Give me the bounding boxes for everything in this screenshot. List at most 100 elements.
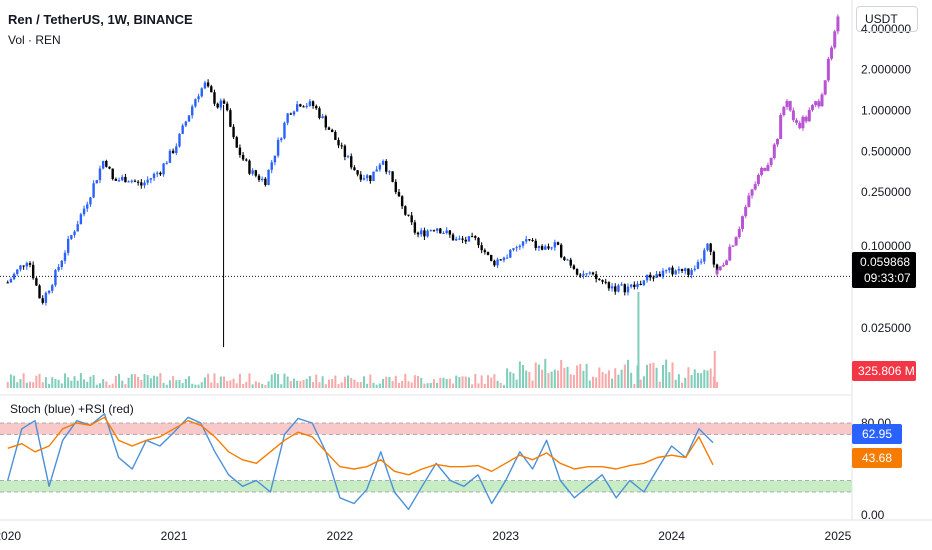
candle-body [582,273,585,276]
projection-body [826,58,830,81]
candle-body [470,236,474,238]
volume-bar [388,377,391,388]
volume-bar [687,367,690,388]
volume-bar [668,372,671,388]
volume-bar [270,374,273,388]
volume-bar [674,379,677,388]
candle-body [54,270,57,286]
candle-body [6,282,9,284]
candle-body [601,280,604,282]
volume-bar [366,383,369,388]
volume-bar [194,384,197,388]
volume-bar [550,371,553,388]
candle-body [337,139,340,146]
volume-bars [6,292,719,388]
candle-body [47,290,51,293]
candle-body [184,121,188,126]
volume-bar [547,372,550,388]
candle-body [165,162,168,164]
candle-body [130,180,133,182]
volume-bar [41,382,44,388]
projection-body [810,105,814,110]
candle-body [330,129,334,133]
volume-bar [413,375,416,388]
candle-body [464,239,467,242]
candle-body [645,274,649,281]
volume-bar [525,370,528,388]
projection-body [753,184,757,190]
volume-bar [362,376,365,388]
currency-selector[interactable]: USDT [856,6,918,32]
candle-body [76,224,79,232]
volume-bar [410,382,413,388]
volume-bar [569,374,572,388]
candle-body [292,111,296,115]
volume-bar [372,382,375,388]
candle-body [502,257,506,261]
volume-bar [576,365,579,388]
volume-bar [487,375,490,388]
candle-body [604,281,607,283]
projection-body [779,114,783,139]
candle-body [51,285,54,291]
candle-body [143,182,146,186]
candle-body [219,100,223,108]
candle-body [343,145,347,157]
volume-bar [203,377,206,388]
volume-bar [242,383,245,388]
projection-body [836,16,840,32]
volume-bar [382,379,385,388]
candle-body [410,215,413,223]
candle-body [706,243,709,251]
volume-bar [188,376,191,388]
candle-body [117,180,121,182]
volume-bar [327,379,330,388]
volume-bar [283,373,286,388]
volume-bar [391,381,394,388]
volume-bar [713,351,716,388]
volume-bar [219,376,222,388]
volume-bar [611,378,614,388]
volume-bar [44,377,47,388]
candle-body [171,150,175,154]
candle-body [324,116,328,128]
volume-bar [200,382,203,388]
candle-body [575,268,579,275]
candle-body [318,108,321,118]
candle-body [677,269,681,271]
volume-bar [286,376,289,388]
candle-body [477,237,480,246]
volume-bar [461,376,464,388]
projection-body [775,138,779,145]
candle-body [594,274,598,279]
volume-bar [89,376,92,388]
candle-body [636,283,639,288]
volume-bar [296,380,299,388]
candle-body [321,116,324,118]
candle-body [486,252,490,255]
candle-body [101,160,105,169]
volume-bar [156,376,159,388]
candle-body [213,92,216,104]
projection-body [728,246,732,261]
projection-body [798,122,802,129]
volume-bar [57,379,60,388]
volume-bar [48,383,51,388]
projection-body [718,266,722,271]
volume-bar [146,375,149,388]
volume-bar [649,363,652,388]
volume-bar [582,370,585,388]
volume-bar [566,366,569,388]
candle-body [111,168,114,179]
volume-bar [207,373,210,388]
volume-bar [356,382,359,388]
volume-bar [83,379,86,388]
volume-bar [347,375,350,388]
volume-bar [238,373,241,388]
volume-bar [541,369,544,388]
volume-bar [652,362,655,388]
volume-bar [445,378,448,388]
volume-bar [334,375,337,388]
candle-body [420,230,423,235]
